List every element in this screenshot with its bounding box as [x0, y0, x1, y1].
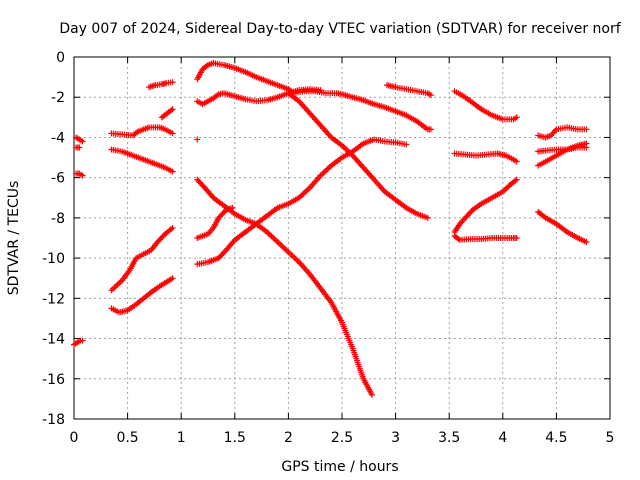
data-point [427, 126, 434, 133]
x-tick-label: 3 [391, 430, 400, 446]
data-point [133, 129, 140, 136]
y-tick-label: -4 [51, 130, 65, 146]
data-point [513, 114, 520, 121]
data-series [108, 224, 176, 294]
axis-ticks: 0 0.5 1 1.5 2 2.5 3 3.5 4 4.5 5 0 -2 -4 -6 -8 -10 -12 -14 -… [42, 50, 614, 446]
x-axis-label: GPS time / hours [281, 459, 398, 475]
data-point [79, 337, 86, 344]
data-series [451, 88, 520, 123]
x-tick-label: 1.5 [224, 430, 246, 446]
x-tick-label: 4.5 [545, 430, 567, 446]
data-point [427, 92, 434, 99]
data-point [513, 176, 520, 183]
data-series [535, 140, 590, 169]
data-series [194, 60, 297, 97]
data-point [214, 92, 221, 99]
data-series [146, 79, 176, 91]
data-series [73, 144, 83, 151]
x-tick-label: 0.5 [116, 430, 138, 446]
x-tick-label: 1 [177, 430, 186, 446]
data-series [451, 232, 520, 244]
data-point [403, 141, 410, 148]
x-tick-label: 4 [498, 430, 507, 446]
data-point [369, 391, 376, 398]
data-point [455, 236, 462, 243]
x-tick-label: 5 [606, 430, 615, 446]
data-point [169, 168, 176, 175]
grid-lines [74, 57, 610, 419]
data-series [108, 275, 176, 316]
y-tick-label: 0 [56, 50, 65, 66]
y-axis-label: SDTVAR / TECUs [6, 181, 22, 296]
x-tick-label: 2.5 [331, 430, 353, 446]
data-point [169, 79, 176, 86]
data-point [169, 224, 176, 231]
data-series [73, 134, 86, 145]
data-point [583, 140, 590, 147]
data-points [71, 60, 590, 398]
data-series [194, 204, 236, 241]
data-point [203, 63, 210, 70]
y-tick-label: -18 [42, 412, 65, 428]
data-series [451, 150, 520, 165]
data-point [169, 106, 176, 113]
data-point [194, 136, 201, 143]
data-point [512, 177, 519, 184]
x-tick-label: 3.5 [438, 430, 460, 446]
data-point [168, 107, 175, 114]
data-series [194, 176, 376, 398]
data-series [194, 136, 201, 143]
data-series [290, 88, 434, 133]
data-point [169, 130, 176, 137]
data-series [285, 90, 431, 221]
data-series [535, 208, 590, 246]
data-series [73, 170, 86, 179]
y-tick-label: -12 [42, 291, 65, 307]
data-series [451, 176, 520, 235]
x-tick-label: 0 [70, 430, 79, 446]
data-series [158, 106, 176, 121]
data-point [229, 204, 236, 211]
data-point [513, 158, 520, 165]
data-point [583, 126, 590, 133]
data-point [79, 172, 86, 179]
y-tick-label: -10 [42, 251, 65, 267]
data-series [108, 146, 176, 175]
y-tick-label: -2 [51, 90, 65, 106]
y-tick-label: -6 [51, 171, 65, 187]
data-series [108, 124, 176, 139]
chart-title: Day 007 of 2024, Sidereal Day-to-day VTE… [59, 21, 621, 37]
y-tick-label: -16 [42, 372, 65, 388]
data-point [79, 138, 86, 145]
x-tick-label: 2 [284, 430, 293, 446]
data-series [535, 124, 590, 141]
data-series [194, 136, 410, 268]
data-point [169, 275, 176, 282]
data-point [76, 144, 83, 151]
y-tick-label: -8 [51, 211, 65, 227]
data-point [583, 239, 590, 246]
y-tick-label: -14 [42, 332, 65, 348]
data-series [71, 337, 86, 348]
data-point [513, 235, 520, 241]
data-series [384, 82, 434, 99]
data-point [424, 214, 431, 221]
